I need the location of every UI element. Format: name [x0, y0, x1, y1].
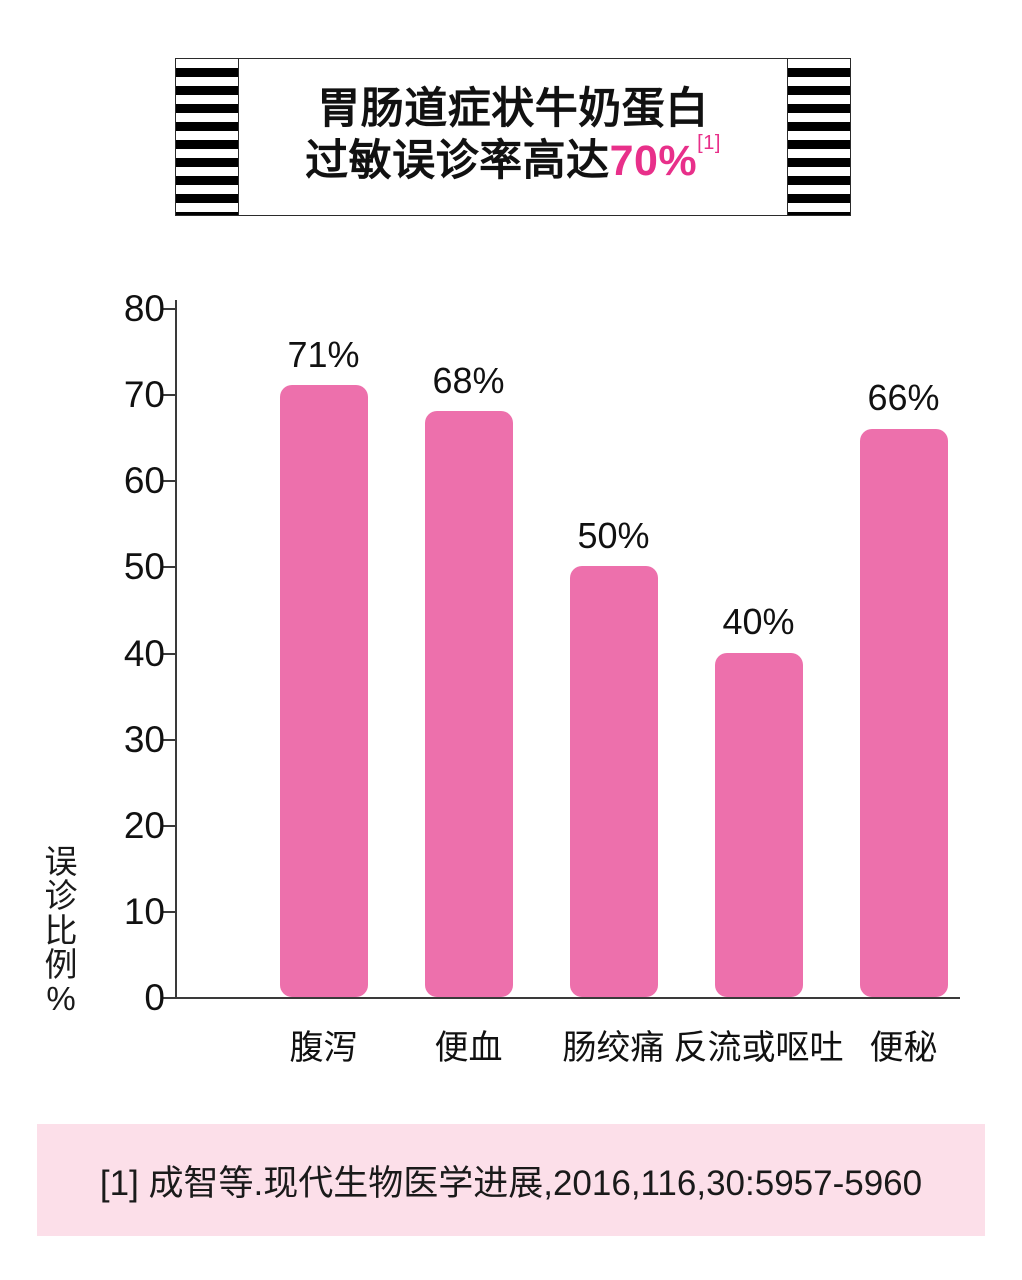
title-banner: 胃肠道症状牛奶蛋白 过敏误诊率高达 70% [1]	[175, 58, 851, 216]
y-axis-title-char-4: %	[46, 980, 76, 1018]
y-axis-title-char-1: 诊	[44, 877, 78, 915]
plot-area: 0 10 20 30 40 50 60 70 80 71% 腹泻 68% 便血 …	[124, 288, 960, 1067]
x-category-label-1: 便血	[434, 1029, 503, 1067]
y-axis-title-char-0: 误	[44, 843, 78, 880]
banner-text-block: 胃肠道症状牛奶蛋白 过敏误诊率高达 70% [1]	[239, 59, 787, 215]
banner-highlight-value: 70%	[609, 137, 698, 185]
x-category-label-4: 便秘	[869, 1029, 938, 1067]
bar-group-4[interactable]: 66% 便秘	[831, 308, 976, 1067]
y-tick-label-50: 50	[123, 546, 165, 588]
y-axis-title: 误 诊 比 例 %	[38, 843, 84, 1018]
x-category-label-3: 反流或呕吐	[673, 1029, 844, 1067]
banner-line-2: 过敏误诊率高达 70% [1]	[305, 132, 721, 187]
footnote-band: [1] 成智等.现代生物医学进展,2016,116,30:5957-5960	[37, 1124, 985, 1236]
y-tick-label-60: 60	[123, 460, 165, 502]
banner-line-1: 胃肠道症状牛奶蛋白	[317, 84, 709, 133]
y-tick-label-20: 20	[123, 804, 165, 846]
bar-group-1[interactable]: 68% 便血	[396, 308, 541, 1067]
y-axis-line	[175, 300, 177, 997]
y-tick-60: 60	[124, 460, 190, 501]
banner-line-2-prefix: 过敏误诊率高达	[305, 137, 610, 185]
y-tick-label-0: 0	[144, 977, 165, 1018]
banner-stripes-left-icon	[176, 59, 239, 215]
bar-1[interactable]	[424, 411, 513, 997]
y-tick-10: 10	[124, 891, 190, 932]
bar-4[interactable]	[859, 428, 948, 997]
y-tick-30: 30	[124, 719, 190, 760]
bar-series: 71% 腹泻 68% 便血 50% 肠绞痛 40% 反流或呕吐 66%	[175, 308, 960, 1067]
x-category-label-2: 肠绞痛	[562, 1029, 665, 1067]
y-tick-50: 50	[124, 546, 190, 587]
bar-group-2[interactable]: 50% 肠绞痛	[541, 308, 686, 1067]
y-tick-80: 80	[124, 288, 190, 329]
bar-0[interactable]	[279, 385, 368, 997]
bar-value-2: 50%	[577, 515, 650, 556]
y-tick-label-30: 30	[123, 718, 165, 760]
y-tick-70: 70	[124, 374, 190, 415]
y-tick-label-10: 10	[123, 890, 165, 932]
bar-3[interactable]	[714, 652, 803, 997]
y-tick-label-80: 80	[123, 288, 165, 329]
y-tick-label-40: 40	[123, 632, 165, 674]
x-axis-line	[175, 997, 960, 999]
bar-group-0[interactable]: 71% 腹泻	[251, 308, 396, 1067]
banner-stripes-right-icon	[787, 59, 850, 215]
x-category-label-0: 腹泻	[289, 1029, 358, 1067]
bar-value-4: 66%	[867, 377, 940, 418]
bar-chart: 误 诊 比 例 % 0 10 20 30 40 50 60 70 80 71% …	[0, 250, 1022, 1090]
bar-2[interactable]	[569, 566, 658, 997]
y-axis-title-char-3: 例	[44, 945, 78, 983]
y-tick-0: 0	[144, 977, 190, 1018]
banner-citation-superscript: [1]	[697, 132, 721, 154]
y-tick-40: 40	[124, 633, 190, 674]
y-tick-20: 20	[124, 805, 190, 846]
y-axis-title-char-2: 比	[44, 911, 78, 949]
footnote-citation: [1] 成智等.现代生物医学进展,2016,116,30:5957-5960	[99, 1163, 923, 1203]
y-tick-label-70: 70	[123, 374, 165, 416]
bar-group-3[interactable]: 40% 反流或呕吐	[674, 308, 844, 1067]
bar-value-1: 68%	[432, 360, 505, 401]
bar-value-3: 40%	[722, 601, 795, 642]
bar-value-0: 71%	[287, 334, 360, 375]
